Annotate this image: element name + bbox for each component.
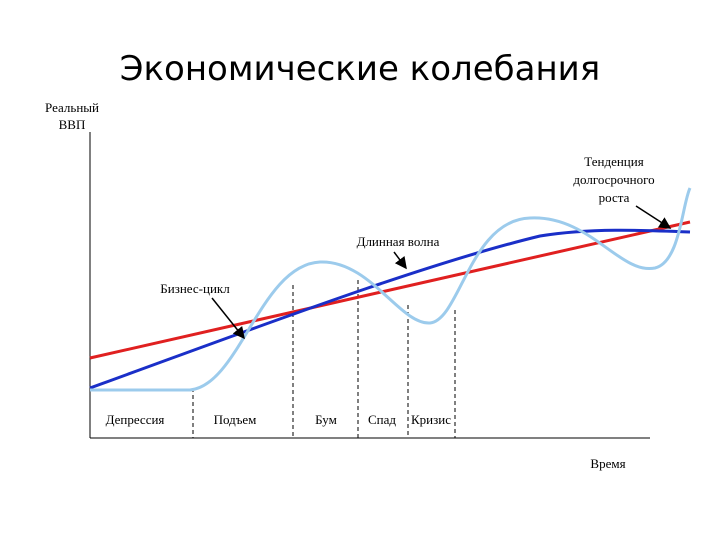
arrow: [393, 251, 407, 270]
phase-label: Подъем: [214, 412, 257, 427]
title: Экономические колебания: [120, 49, 600, 89]
phase-label: Кризис: [411, 412, 451, 427]
arrow: [635, 205, 672, 229]
y-axis-label: ВВП: [59, 117, 86, 132]
phase-label: Спад: [368, 412, 396, 427]
trend-label: роста: [599, 190, 630, 205]
y-axis-label: Реальный: [45, 100, 99, 115]
trend-label: Тенденция: [584, 154, 643, 169]
phase-dividers: [192, 280, 456, 438]
business-cycle-label: Бизнес-цикл: [160, 281, 230, 296]
trend-line: [89, 220, 691, 360]
long-wave-label: Длинная волна: [357, 234, 440, 249]
phase-label: Депрессия: [106, 412, 165, 427]
x-axis-label: Время: [590, 456, 625, 471]
arrow: [211, 297, 245, 340]
phase-label: Бум: [315, 412, 337, 427]
long-wave: [89, 228, 691, 390]
trend-label: долгосрочного: [573, 172, 654, 187]
business-cycle: [90, 187, 692, 392]
